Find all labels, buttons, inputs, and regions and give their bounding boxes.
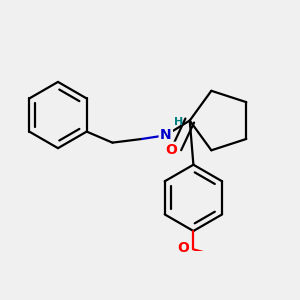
Text: N: N [160, 128, 172, 142]
Text: O: O [165, 143, 177, 157]
Text: O: O [177, 241, 189, 254]
Text: H: H [174, 117, 183, 128]
